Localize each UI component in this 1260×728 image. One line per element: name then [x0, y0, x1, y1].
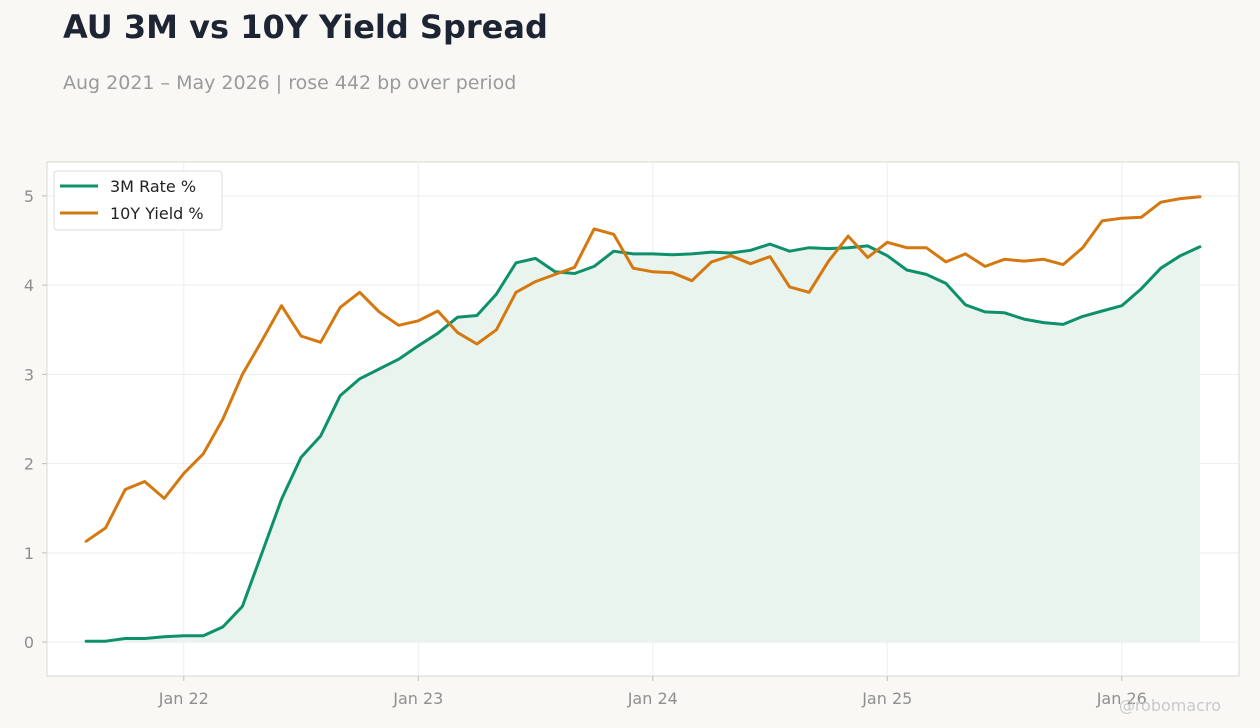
y-tick-label: 4 [24, 276, 34, 295]
legend-label-10y-yield: 10Y Yield % [110, 204, 204, 223]
page-subtitle: Aug 2021 – May 2026 | rose 442 bp over p… [63, 72, 517, 94]
watermark: @robomacro [1119, 696, 1221, 715]
x-axis-ticks: Jan 22 Jan 23 Jan 24 Jan 25 Jan 26 [158, 676, 1147, 708]
x-tick-label: Jan 24 [627, 689, 678, 708]
series-line-3m-rate [84, 242, 1202, 643]
legend-label-3m-rate: 3M Rate % [110, 177, 196, 196]
y-tick-label: 3 [24, 365, 34, 384]
series-line-10y-yield [84, 195, 1202, 543]
y-tick-label: 2 [24, 455, 34, 474]
y-tick-label: 1 [24, 544, 34, 563]
y-tick-label: 5 [24, 187, 34, 206]
x-tick-label: Jan 22 [158, 689, 209, 708]
x-tick-label: Jan 25 [861, 689, 912, 708]
legend: 3M Rate % 10Y Yield % [53, 170, 223, 231]
series-lines [84, 195, 1202, 643]
x-tick-label: Jan 23 [392, 689, 443, 708]
area-layer [86, 244, 1200, 643]
x-tick-label: Jan 26 [1096, 689, 1147, 708]
page-title: AU 3M vs 10Y Yield Spread [63, 8, 548, 46]
area-fill-3m-rate [86, 244, 1200, 643]
y-axis-ticks: 0 1 2 3 4 5 [24, 187, 47, 652]
y-tick-label: 0 [24, 633, 34, 652]
